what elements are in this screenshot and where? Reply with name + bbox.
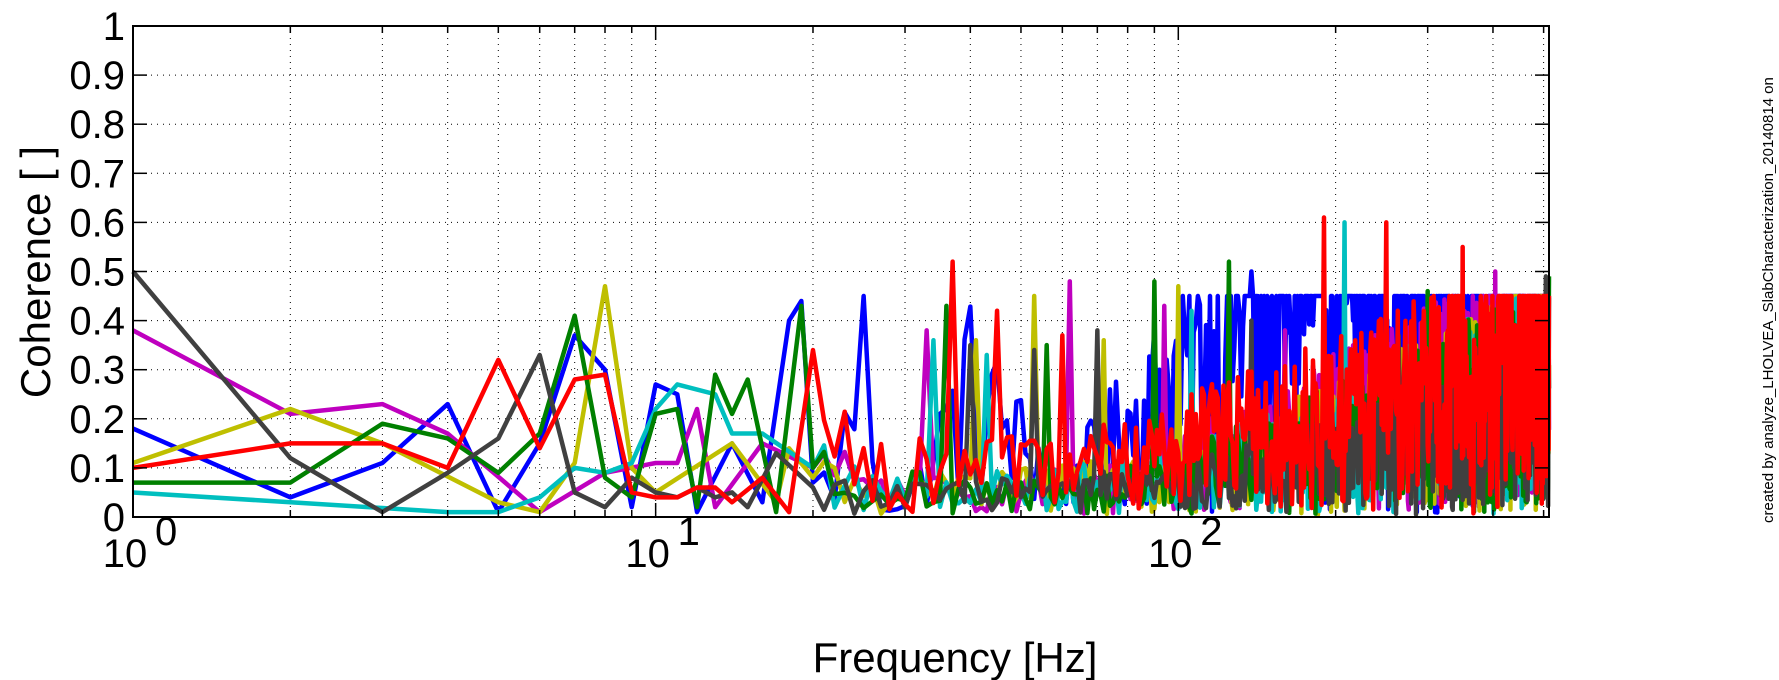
y-tick-label: 0.1 — [69, 447, 125, 491]
series-line — [132, 215, 1552, 516]
x-tick-label: 10 — [625, 532, 670, 576]
x-tick-label: 10 — [103, 532, 148, 576]
y-tick-label: 0.6 — [69, 201, 125, 245]
y-tick-label: 0 — [103, 496, 125, 540]
x-tick-exponent: 2 — [1200, 510, 1222, 554]
y-tick-label: 0.5 — [69, 251, 125, 295]
credit-text: created by analyze_LHOLVEA_SlabCharacter… — [1760, 77, 1777, 523]
x-tick-exponent: 0 — [155, 510, 177, 554]
x-tick-exponent: 1 — [678, 510, 700, 554]
y-tick-label: 1 — [103, 5, 125, 49]
y-tick-label: 0.4 — [69, 300, 125, 344]
series-layer — [131, 215, 1552, 517]
x-axis-label: Frequency [Hz] — [813, 634, 1098, 680]
y-tick-label: 0.7 — [69, 152, 125, 196]
y-tick-label: 0.3 — [69, 349, 125, 393]
y-tick-label: 0.9 — [69, 54, 125, 98]
x-tick-label: 10 — [1148, 532, 1193, 576]
y-axis-label: Coherence [ ] — [12, 146, 59, 398]
y-tick-label: 0.8 — [69, 103, 125, 147]
y-tick-label: 0.2 — [69, 398, 125, 442]
ticks — [132, 25, 1549, 518]
